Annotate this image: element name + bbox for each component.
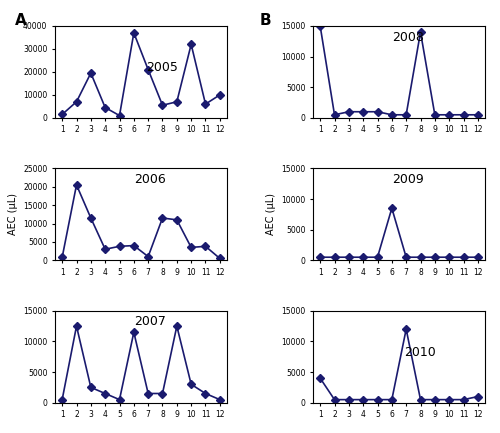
- Text: 2005: 2005: [146, 61, 178, 74]
- Text: B: B: [260, 13, 272, 28]
- Text: 2006: 2006: [134, 173, 166, 186]
- Text: A: A: [15, 13, 27, 28]
- Text: 2009: 2009: [392, 173, 424, 186]
- Text: 2010: 2010: [404, 346, 436, 359]
- Y-axis label: AEC (µL): AEC (µL): [8, 194, 18, 235]
- Text: 2008: 2008: [392, 30, 424, 43]
- Y-axis label: AEC (µL): AEC (µL): [266, 194, 276, 235]
- Text: 2007: 2007: [134, 315, 166, 328]
